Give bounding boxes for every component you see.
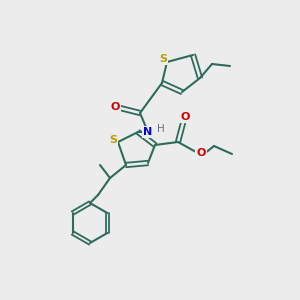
Text: S: S (159, 54, 167, 64)
Text: O: O (180, 112, 190, 122)
Text: N: N (143, 127, 153, 137)
Text: S: S (109, 135, 117, 145)
Text: H: H (157, 124, 165, 134)
Text: O: O (196, 148, 206, 158)
Text: O: O (110, 102, 120, 112)
